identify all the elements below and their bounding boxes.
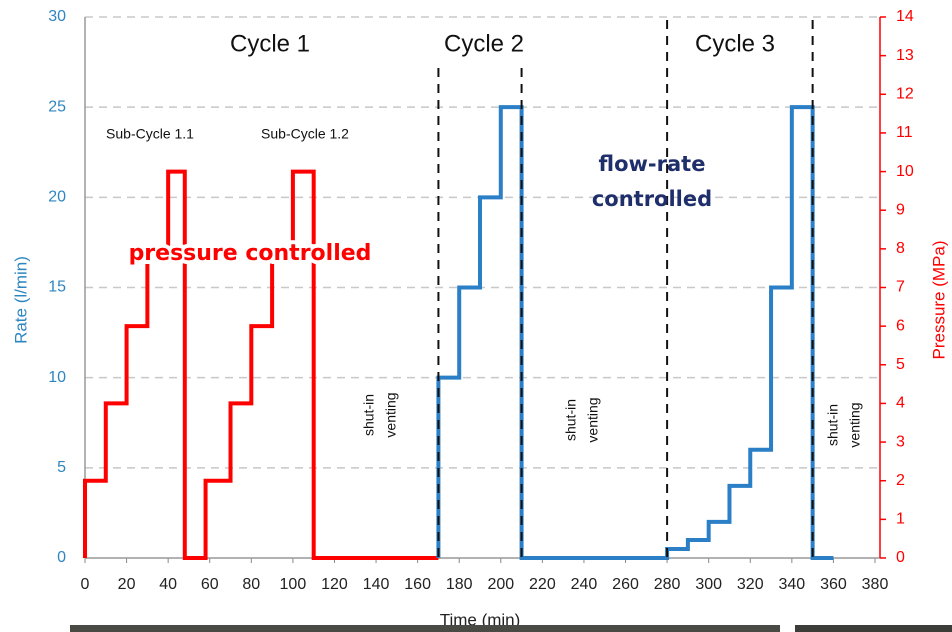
x-tick-label: 0 (81, 576, 90, 593)
y2-tick-label: 8 (896, 240, 905, 257)
y-axis-label: Rate (l/min) (11, 256, 30, 344)
annotation: venting (585, 397, 601, 442)
x-tick-label: 100 (280, 576, 307, 593)
series-line (83, 169, 439, 560)
y-tick-label: 25 (48, 98, 66, 115)
x-tick-label: 60 (201, 576, 219, 593)
y-tick-label: 10 (48, 369, 66, 386)
x-tick-label: 260 (612, 576, 639, 593)
x-tick-label: 80 (242, 576, 260, 593)
y2-tick-label: 11 (896, 124, 913, 141)
y2-tick-label: 7 (896, 279, 905, 296)
annotation: shut-in (361, 394, 377, 436)
photo-strip (70, 625, 780, 632)
annotation: controlled (592, 187, 712, 211)
y-tick-label: 20 (48, 189, 66, 206)
x-tick-label: 360 (820, 576, 847, 593)
y2-axis-label: Pressure (MPa) (929, 240, 948, 359)
x-tick-label: 340 (778, 576, 805, 593)
x-tick-label: 200 (487, 576, 514, 593)
y2-tick-label: 0 (896, 549, 905, 566)
annotation: pressure controlled (129, 241, 372, 266)
y2-tick-label: 4 (896, 395, 905, 412)
x-tick-label: 240 (571, 576, 598, 593)
annotation: Cycle 3 (695, 30, 775, 57)
y-tick-label: 15 (48, 279, 66, 296)
annotation: venting (847, 402, 863, 447)
x-tick-label: 220 (529, 576, 556, 593)
x-tick-label: 140 (363, 576, 390, 593)
annotation: shut-in (563, 399, 579, 441)
y2-tick-label: 10 (896, 163, 914, 180)
x-tick-label: 120 (321, 576, 348, 593)
x-tick-label: 300 (695, 576, 722, 593)
x-tick-label: 320 (737, 576, 764, 593)
annotation: venting (383, 392, 399, 437)
y2-tick-label: 2 (896, 472, 905, 489)
y2-tick-label: 12 (896, 86, 914, 103)
photo-strip (795, 625, 952, 632)
annotation: Cycle 1 (230, 30, 310, 57)
annotation: Sub-Cycle 1.1 (106, 126, 194, 142)
annotation: Cycle 2 (444, 30, 524, 57)
y2-tick-label: 1 (896, 511, 905, 528)
series-line (436, 105, 834, 560)
x-tick-label: 20 (118, 576, 136, 593)
y2-tick-label: 6 (896, 317, 905, 334)
y-tick-label: 30 (48, 8, 66, 25)
annotation: flow-rate (599, 152, 706, 176)
x-tick-label: 160 (404, 576, 431, 593)
x-tick-label: 380 (862, 576, 889, 593)
y2-tick-label: 14 (896, 8, 914, 25)
y2-tick-label: 5 (896, 356, 905, 373)
annotation: Sub-Cycle 1.2 (261, 126, 349, 142)
x-tick-label: 40 (159, 576, 177, 593)
y-tick-label: 5 (57, 459, 66, 476)
x-tick-label: 180 (446, 576, 473, 593)
x-axis-label: Time (min) (440, 610, 521, 629)
y2-tick-label: 3 (896, 433, 905, 450)
y2-tick-label: 13 (896, 47, 914, 64)
x-tick-label: 280 (654, 576, 681, 593)
annotation: shut-in (825, 404, 841, 446)
y-tick-label: 0 (57, 549, 66, 566)
y2-tick-label: 9 (896, 201, 905, 218)
